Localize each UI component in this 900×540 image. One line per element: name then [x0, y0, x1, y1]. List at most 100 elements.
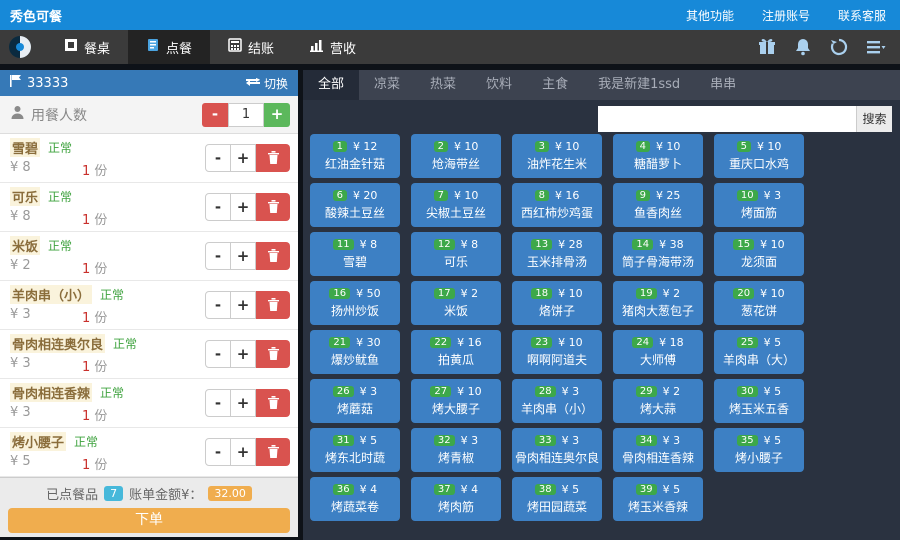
menu-item-tile[interactable]: 24 ¥ 18 大师傅 [613, 330, 703, 374]
menu-item-tile[interactable]: 3 ¥ 10 油炸花生米 [512, 134, 602, 178]
menu-item-tile[interactable]: 20 ¥ 10 葱花饼 [714, 281, 804, 325]
nav-tab-checkout[interactable]: 结账 [210, 30, 292, 64]
item-delete-button[interactable] [256, 242, 290, 270]
search-button[interactable]: 搜索 [856, 106, 892, 132]
category-tab[interactable]: 热菜 [430, 77, 457, 92]
menu-item-tile[interactable]: 23 ¥ 10 啊啊阿道夫 [512, 330, 602, 374]
menu-item-tile[interactable]: 2 ¥ 10 炝海带丝 [411, 134, 501, 178]
menu-item-tile[interactable]: 4 ¥ 10 糖醋萝卜 [613, 134, 703, 178]
menu-item-tile[interactable]: 6 ¥ 20 酸辣土豆丝 [310, 183, 400, 227]
diners-increase-button[interactable]: + [264, 102, 290, 127]
item-increase-button[interactable]: + [230, 389, 256, 417]
menu-item-tile[interactable]: 12 ¥ 8 可乐 [411, 232, 501, 276]
item-increase-button[interactable]: + [230, 242, 256, 270]
menu-item-name: 烤面筋 [740, 206, 777, 220]
menu-item-tile[interactable]: 1 ¥ 12 红油金针菇 [310, 134, 400, 178]
category-tab[interactable]: 饮料 [486, 77, 513, 92]
item-delete-button[interactable] [256, 144, 290, 172]
menu-item-tile[interactable]: 26 ¥ 3 烤蘑菇 [310, 379, 400, 423]
menu-item-tile[interactable]: 27 ¥ 10 烤大腰子 [411, 379, 501, 423]
menu-item-tile[interactable]: 32 ¥ 3 烤青椒 [411, 428, 501, 472]
menu-item-price: ¥ 10 [558, 336, 583, 349]
submit-order-button[interactable]: 下单 [8, 508, 290, 533]
category-tab[interactable]: 串串 [710, 77, 737, 92]
menu-icon[interactable] [866, 38, 886, 56]
trash-icon [267, 149, 279, 168]
menu-item-tile[interactable]: 7 ¥ 10 尖椒土豆丝 [411, 183, 501, 227]
bell-icon[interactable] [794, 38, 812, 56]
order-item-qty: 1 份 [82, 359, 108, 375]
menu-item-meta: 13 ¥ 28 [531, 238, 583, 251]
menu-item-tile[interactable]: 14 ¥ 38 筒子骨海带汤 [613, 232, 703, 276]
category-tab[interactable]: 主食 [542, 77, 569, 92]
menu-item-tile[interactable]: 17 ¥ 2 米饭 [411, 281, 501, 325]
item-decrease-button[interactable]: - [205, 242, 231, 270]
menu-item-tile[interactable]: 29 ¥ 2 烤大蒜 [613, 379, 703, 423]
diners-decrease-button[interactable]: - [202, 102, 228, 127]
menu-item-meta: 26 ¥ 3 [332, 385, 377, 398]
order-item-controls: - + [205, 144, 290, 172]
item-decrease-button[interactable]: - [205, 438, 231, 466]
item-delete-button[interactable] [256, 438, 290, 466]
item-delete-button[interactable] [256, 291, 290, 319]
menu-item-tile[interactable]: 11 ¥ 8 雪碧 [310, 232, 400, 276]
menu-item-tile[interactable]: 34 ¥ 3 骨肉相连香辣 [613, 428, 703, 472]
menu-item-tile[interactable]: 30 ¥ 5 烤玉米五香 [714, 379, 804, 423]
menu-item-tile[interactable]: 38 ¥ 5 烤田园蔬菜 [512, 477, 602, 521]
menu-item-tile[interactable]: 37 ¥ 4 烤肉筋 [411, 477, 501, 521]
menu-item-tile[interactable]: 36 ¥ 4 烤蔬菜卷 [310, 477, 400, 521]
menu-item-price: ¥ 18 [659, 336, 684, 349]
nav-tab-order[interactable]: 点餐 [128, 30, 211, 64]
switch-table-button[interactable]: 切换 [245, 75, 288, 92]
order-item-price: ¥ 3 [10, 306, 31, 322]
menu-item-tile[interactable]: 13 ¥ 28 玉米排骨汤 [512, 232, 602, 276]
category-tab[interactable]: 全部 [303, 70, 360, 100]
nav-tab-revenue[interactable]: 营收 [292, 30, 374, 64]
menu-item-tile[interactable]: 39 ¥ 5 烤玉米香辣 [613, 477, 703, 521]
total-amount-badge: 32.00 [208, 485, 252, 501]
trash-icon [267, 247, 279, 266]
menu-item-tile[interactable]: 35 ¥ 5 烤小腰子 [714, 428, 804, 472]
menu-item-tile[interactable]: 25 ¥ 5 羊肉串（大） [714, 330, 804, 374]
menu-item-tile[interactable]: 21 ¥ 30 爆炒鱿鱼 [310, 330, 400, 374]
item-delete-button[interactable] [256, 340, 290, 368]
menu-item-tile[interactable]: 15 ¥ 10 龙须面 [714, 232, 804, 276]
item-delete-button[interactable] [256, 389, 290, 417]
diners-count[interactable]: 1 [228, 102, 264, 127]
refresh-icon[interactable] [830, 38, 848, 56]
topbar-link[interactable]: 联系客服 [837, 8, 886, 23]
item-delete-button[interactable] [256, 193, 290, 221]
menu-item-tile[interactable]: 5 ¥ 10 重庆口水鸡 [714, 134, 804, 178]
menu-item-tile[interactable]: 19 ¥ 2 猪肉大葱包子 [613, 281, 703, 325]
category-tab[interactable]: 凉菜 [374, 77, 401, 92]
menu-item-tile[interactable]: 16 ¥ 50 扬州炒饭 [310, 281, 400, 325]
topbar-link[interactable]: 其他功能 [685, 8, 734, 23]
menu-item-tile[interactable]: 28 ¥ 3 羊肉串（小） [512, 379, 602, 423]
item-increase-button[interactable]: + [230, 438, 256, 466]
item-increase-button[interactable]: + [230, 193, 256, 221]
item-decrease-button[interactable]: - [205, 340, 231, 368]
menu-item-tile[interactable]: 18 ¥ 10 烙饼子 [512, 281, 602, 325]
menu-item-tile[interactable]: 33 ¥ 3 骨肉相连奥尔良 [512, 428, 602, 472]
gift-icon[interactable] [758, 38, 776, 56]
item-decrease-button[interactable]: - [205, 144, 231, 172]
menu-item-tile[interactable]: 9 ¥ 25 鱼香肉丝 [613, 183, 703, 227]
item-decrease-button[interactable]: - [205, 291, 231, 319]
item-increase-button[interactable]: + [230, 144, 256, 172]
app-logo-icon[interactable] [8, 35, 32, 59]
menu-item-tile[interactable]: 10 ¥ 3 烤面筋 [714, 183, 804, 227]
menu-item-tile[interactable]: 8 ¥ 16 西红柿炒鸡蛋 [512, 183, 602, 227]
search-input[interactable] [598, 106, 856, 132]
category-tab[interactable]: 我是新建1ssd [598, 77, 681, 92]
topbar-link[interactable]: 注册账号 [761, 8, 810, 23]
item-decrease-button[interactable]: - [205, 193, 231, 221]
item-increase-button[interactable]: + [230, 291, 256, 319]
order-item-status: 正常 [113, 336, 138, 351]
nav-tab-tables[interactable]: 餐桌 [46, 30, 128, 64]
item-increase-button[interactable]: + [230, 340, 256, 368]
menu-item-id-badge: 15 [733, 239, 755, 250]
menu-item-tile[interactable]: 31 ¥ 5 烤东北时蔬 [310, 428, 400, 472]
menu-item-tile[interactable]: 22 ¥ 16 拍黄瓜 [411, 330, 501, 374]
menu-item-name: 爆炒鱿鱼 [330, 353, 379, 367]
item-decrease-button[interactable]: - [205, 389, 231, 417]
